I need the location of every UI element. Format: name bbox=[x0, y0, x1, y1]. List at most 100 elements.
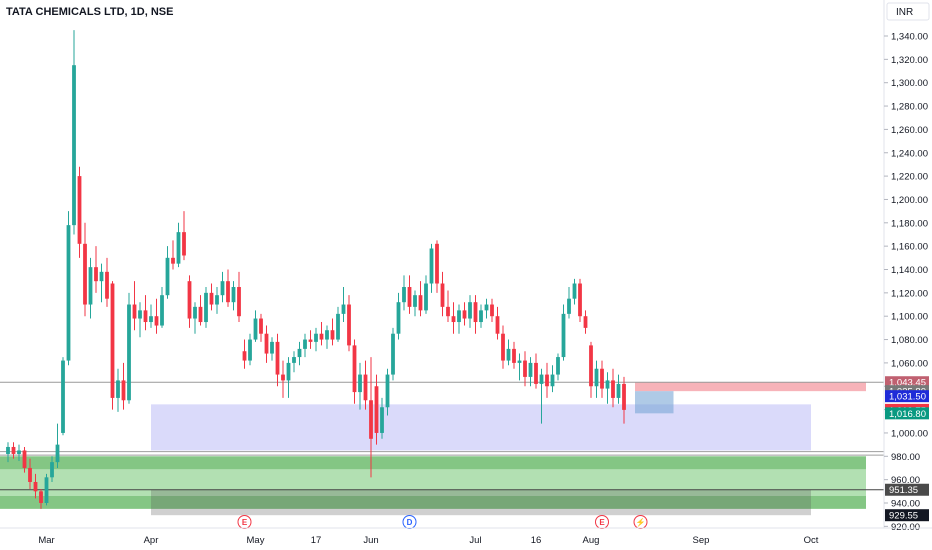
candle bbox=[374, 374, 379, 445]
candle-body bbox=[440, 283, 445, 307]
candle bbox=[83, 222, 87, 317]
candle-body bbox=[88, 267, 93, 305]
candle bbox=[138, 302, 142, 338]
dividend-event-marker[interactable]: D bbox=[402, 515, 417, 529]
candle bbox=[55, 423, 60, 468]
candle-body bbox=[352, 345, 357, 393]
y-tick-label: 1,060.00 bbox=[891, 358, 928, 369]
candle bbox=[363, 360, 368, 410]
price-badge-bg bbox=[885, 509, 929, 522]
candle-body bbox=[446, 306, 450, 317]
candle bbox=[616, 374, 621, 404]
candle bbox=[193, 302, 197, 334]
events-layer: E D E ⚡ bbox=[237, 515, 648, 529]
candle-body bbox=[385, 374, 390, 408]
candle bbox=[583, 310, 588, 334]
currency-selector[interactable]: INR bbox=[886, 2, 930, 21]
candle-body bbox=[182, 232, 186, 256]
candle-body bbox=[165, 257, 170, 296]
candle-body bbox=[418, 295, 423, 311]
candle-body bbox=[6, 446, 10, 454]
earnings-event-marker[interactable]: E bbox=[595, 515, 609, 529]
candle bbox=[99, 263, 104, 303]
candle-body bbox=[534, 362, 538, 384]
candle bbox=[171, 240, 175, 270]
currency-box[interactable] bbox=[886, 2, 930, 21]
candle-body bbox=[539, 374, 544, 384]
y-tick-label: 1,160.00 bbox=[891, 242, 928, 253]
candle-body bbox=[594, 368, 599, 387]
candle-body bbox=[72, 65, 76, 226]
candle-body bbox=[528, 362, 533, 377]
candle-body bbox=[578, 283, 582, 317]
candle bbox=[517, 353, 522, 381]
green-band-upper bbox=[0, 456, 866, 470]
candle-body bbox=[336, 313, 340, 340]
candle bbox=[418, 281, 423, 317]
candle bbox=[413, 290, 417, 317]
candle-body bbox=[303, 339, 307, 349]
candle-body bbox=[17, 450, 21, 454]
y-tick-label: 1,140.00 bbox=[891, 265, 928, 276]
candle-body bbox=[391, 333, 395, 375]
time-axis[interactable]: Mar Apr May 17 Jun Jul 16 Aug Sep Oct bbox=[38, 535, 818, 546]
candle bbox=[44, 473, 49, 506]
currency-label[interactable]: INR bbox=[896, 7, 913, 18]
candle bbox=[308, 330, 313, 349]
candle bbox=[545, 362, 549, 398]
candle bbox=[237, 271, 241, 323]
y-tick-label: 1,340.00 bbox=[891, 32, 928, 43]
candle bbox=[380, 397, 384, 439]
candle bbox=[33, 473, 38, 499]
earnings-event-marker[interactable]: ⚡ bbox=[633, 515, 648, 529]
price-badge-text: 951.35 bbox=[889, 485, 918, 496]
candle bbox=[88, 257, 93, 319]
candle bbox=[457, 304, 461, 334]
candle bbox=[259, 313, 263, 342]
blue-zone bbox=[151, 404, 811, 451]
candle-body bbox=[506, 348, 511, 361]
candle bbox=[215, 287, 219, 314]
candle bbox=[479, 304, 483, 328]
candle bbox=[523, 351, 527, 387]
zones-layer bbox=[0, 382, 866, 516]
y-tick-label: 980.00 bbox=[891, 452, 920, 463]
candle bbox=[198, 295, 203, 326]
candle-body bbox=[314, 333, 318, 342]
candle-body bbox=[380, 407, 384, 433]
candle-body bbox=[330, 330, 335, 340]
candle bbox=[319, 322, 324, 346]
y-tick-label: 1,200.00 bbox=[891, 195, 928, 206]
candle bbox=[594, 360, 599, 398]
price-badge-text: 929.55 bbox=[889, 511, 918, 522]
price-axis-background bbox=[884, 0, 932, 528]
candle bbox=[292, 351, 296, 373]
hlines-layer bbox=[0, 381, 884, 491]
candle bbox=[286, 357, 291, 398]
price-labels: 1,043.451,035.801,031.501,019.751,016.80… bbox=[885, 376, 929, 522]
candle bbox=[77, 166, 82, 258]
candle bbox=[622, 376, 626, 424]
y-tick-label: 940.00 bbox=[891, 499, 920, 510]
candle bbox=[253, 310, 258, 342]
x-tick-label: 17 bbox=[311, 535, 322, 546]
candle bbox=[226, 269, 230, 307]
candle-body bbox=[22, 450, 27, 468]
candle-body bbox=[281, 374, 285, 381]
candle-body bbox=[204, 292, 208, 323]
candle bbox=[149, 304, 153, 328]
candle-body bbox=[589, 345, 593, 387]
candle bbox=[451, 302, 456, 334]
candle-body bbox=[248, 339, 252, 361]
candle-body bbox=[11, 446, 16, 454]
earnings-event-marker[interactable]: E bbox=[237, 515, 252, 529]
candle-body bbox=[369, 400, 373, 439]
price-axis[interactable]: 1,340.00 1,320.00 1,300.00 1,280.00 1,260.00… bbox=[884, 32, 928, 533]
candle bbox=[61, 357, 65, 436]
candle-body bbox=[231, 287, 236, 303]
candle bbox=[446, 290, 450, 323]
price-badge: 951.35 bbox=[885, 483, 929, 496]
y-tick-label: 1,240.00 bbox=[891, 148, 928, 159]
green-zone bbox=[0, 456, 866, 509]
